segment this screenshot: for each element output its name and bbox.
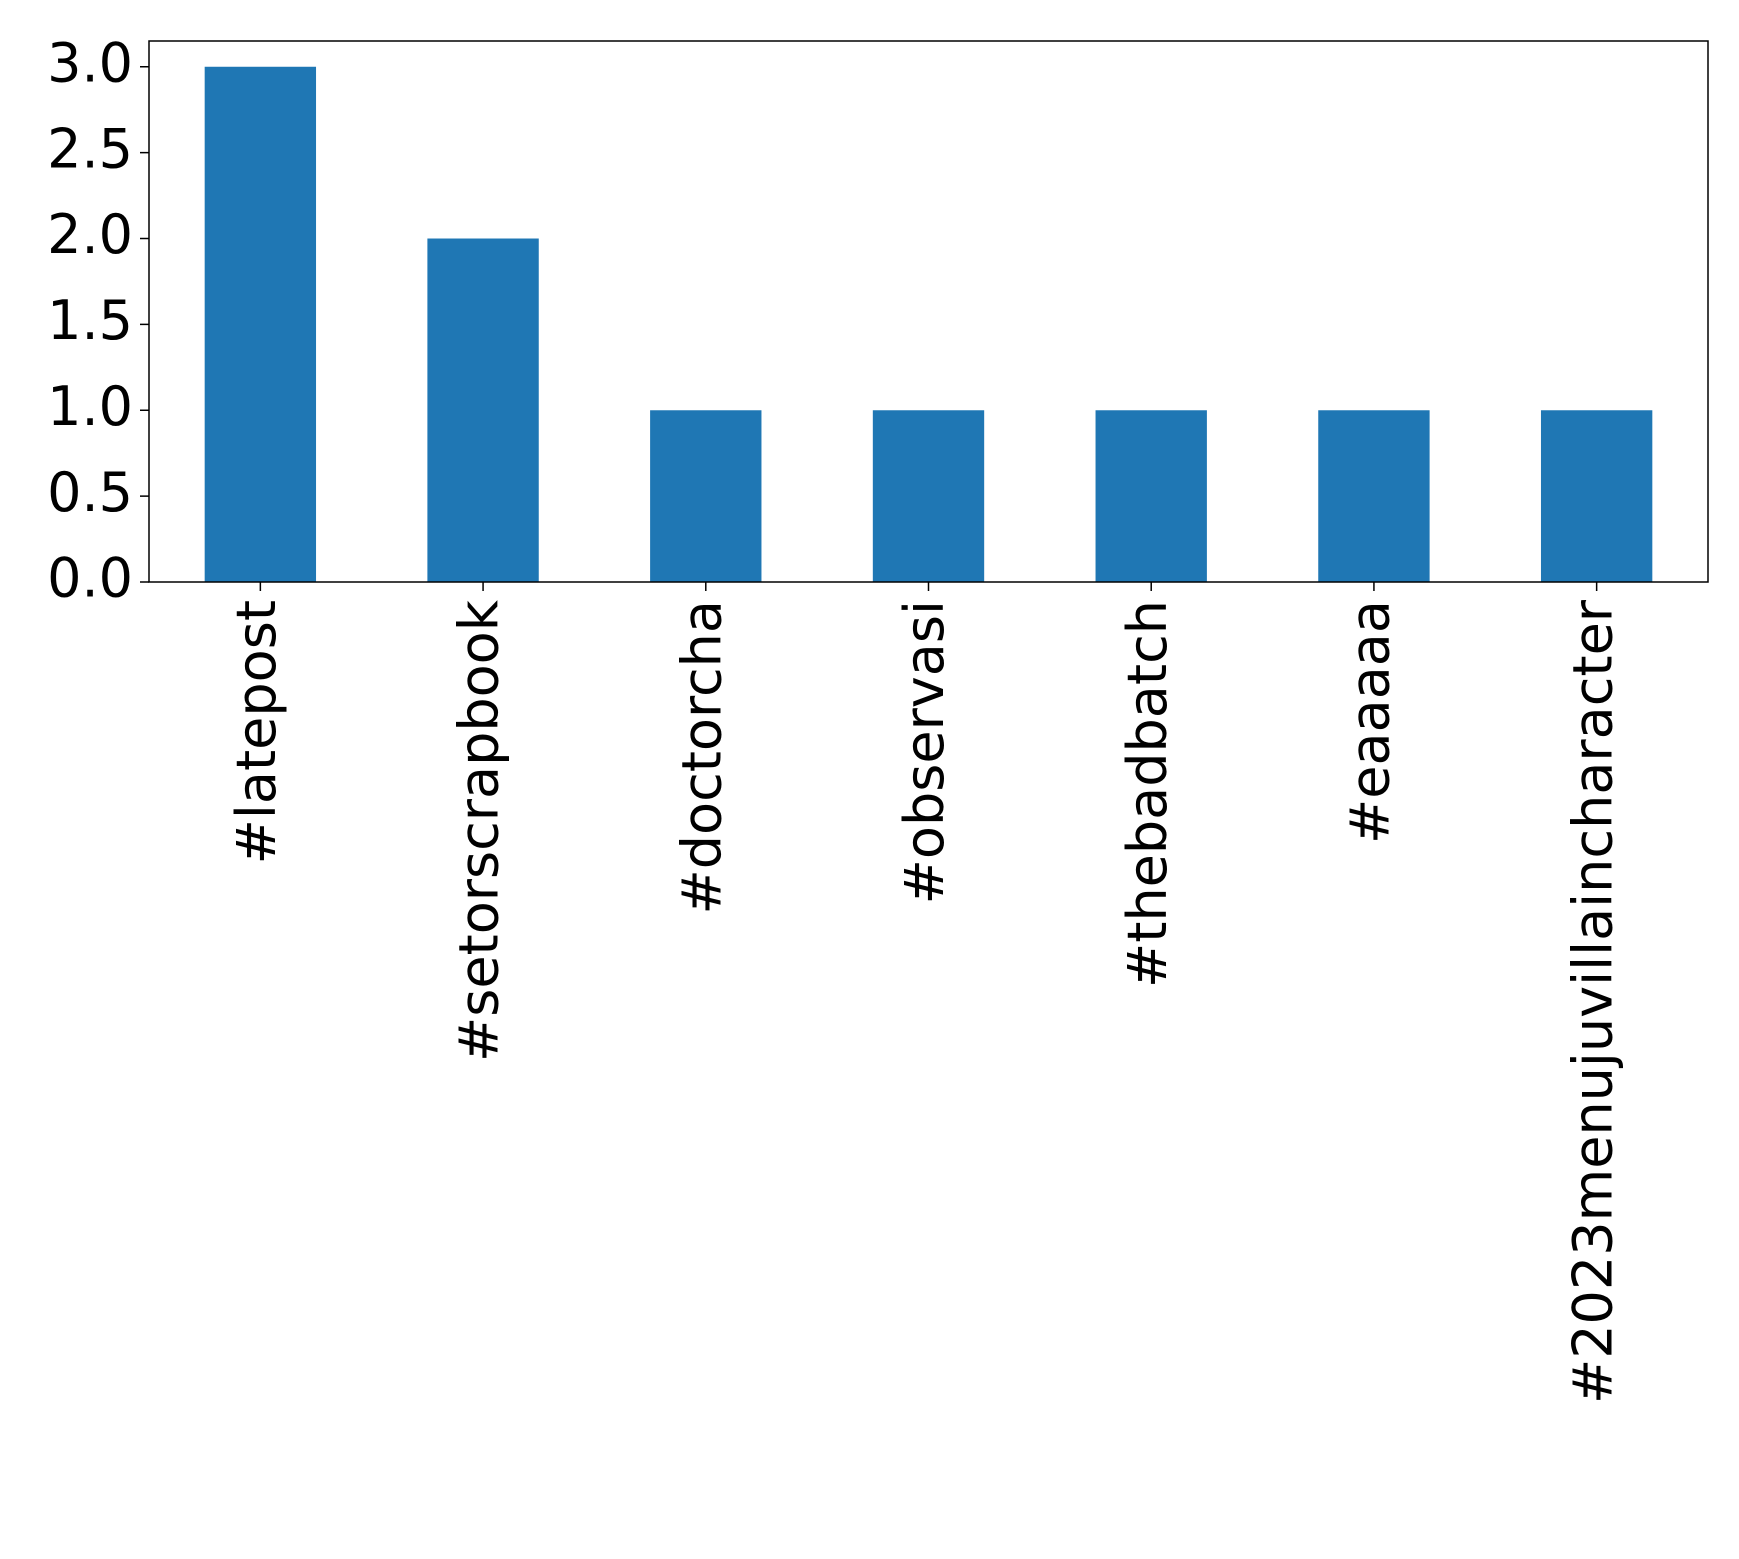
y-tick-label: 3.0 bbox=[47, 31, 133, 94]
bar bbox=[427, 238, 539, 582]
y-tick-label: 0.0 bbox=[47, 547, 133, 610]
x-tick-label: #latepost bbox=[225, 600, 288, 864]
y-tick-label: 1.0 bbox=[47, 375, 133, 438]
y-tick-label: 0.5 bbox=[47, 461, 133, 524]
y-tick-label: 2.5 bbox=[47, 117, 133, 180]
x-tick-label: #observasi bbox=[893, 600, 956, 904]
y-tick-label: 1.5 bbox=[47, 289, 133, 352]
x-tick-label: #eaaaaa bbox=[1339, 600, 1402, 844]
bar bbox=[204, 66, 317, 582]
bar bbox=[1318, 410, 1430, 582]
x-tick-label: #setorscrapbook bbox=[448, 599, 511, 1062]
x-tick-label: #2023menujuvillaincharacter bbox=[1561, 599, 1624, 1404]
bar bbox=[872, 410, 985, 582]
y-tick-label: 2.0 bbox=[47, 203, 133, 266]
bar bbox=[650, 410, 762, 582]
plot-frame bbox=[148, 40, 1709, 583]
bar bbox=[1540, 410, 1653, 582]
bar bbox=[1095, 410, 1207, 582]
x-tick-label: #doctorcha bbox=[670, 600, 733, 914]
x-tick-label: #thebadbatch bbox=[1116, 600, 1179, 988]
